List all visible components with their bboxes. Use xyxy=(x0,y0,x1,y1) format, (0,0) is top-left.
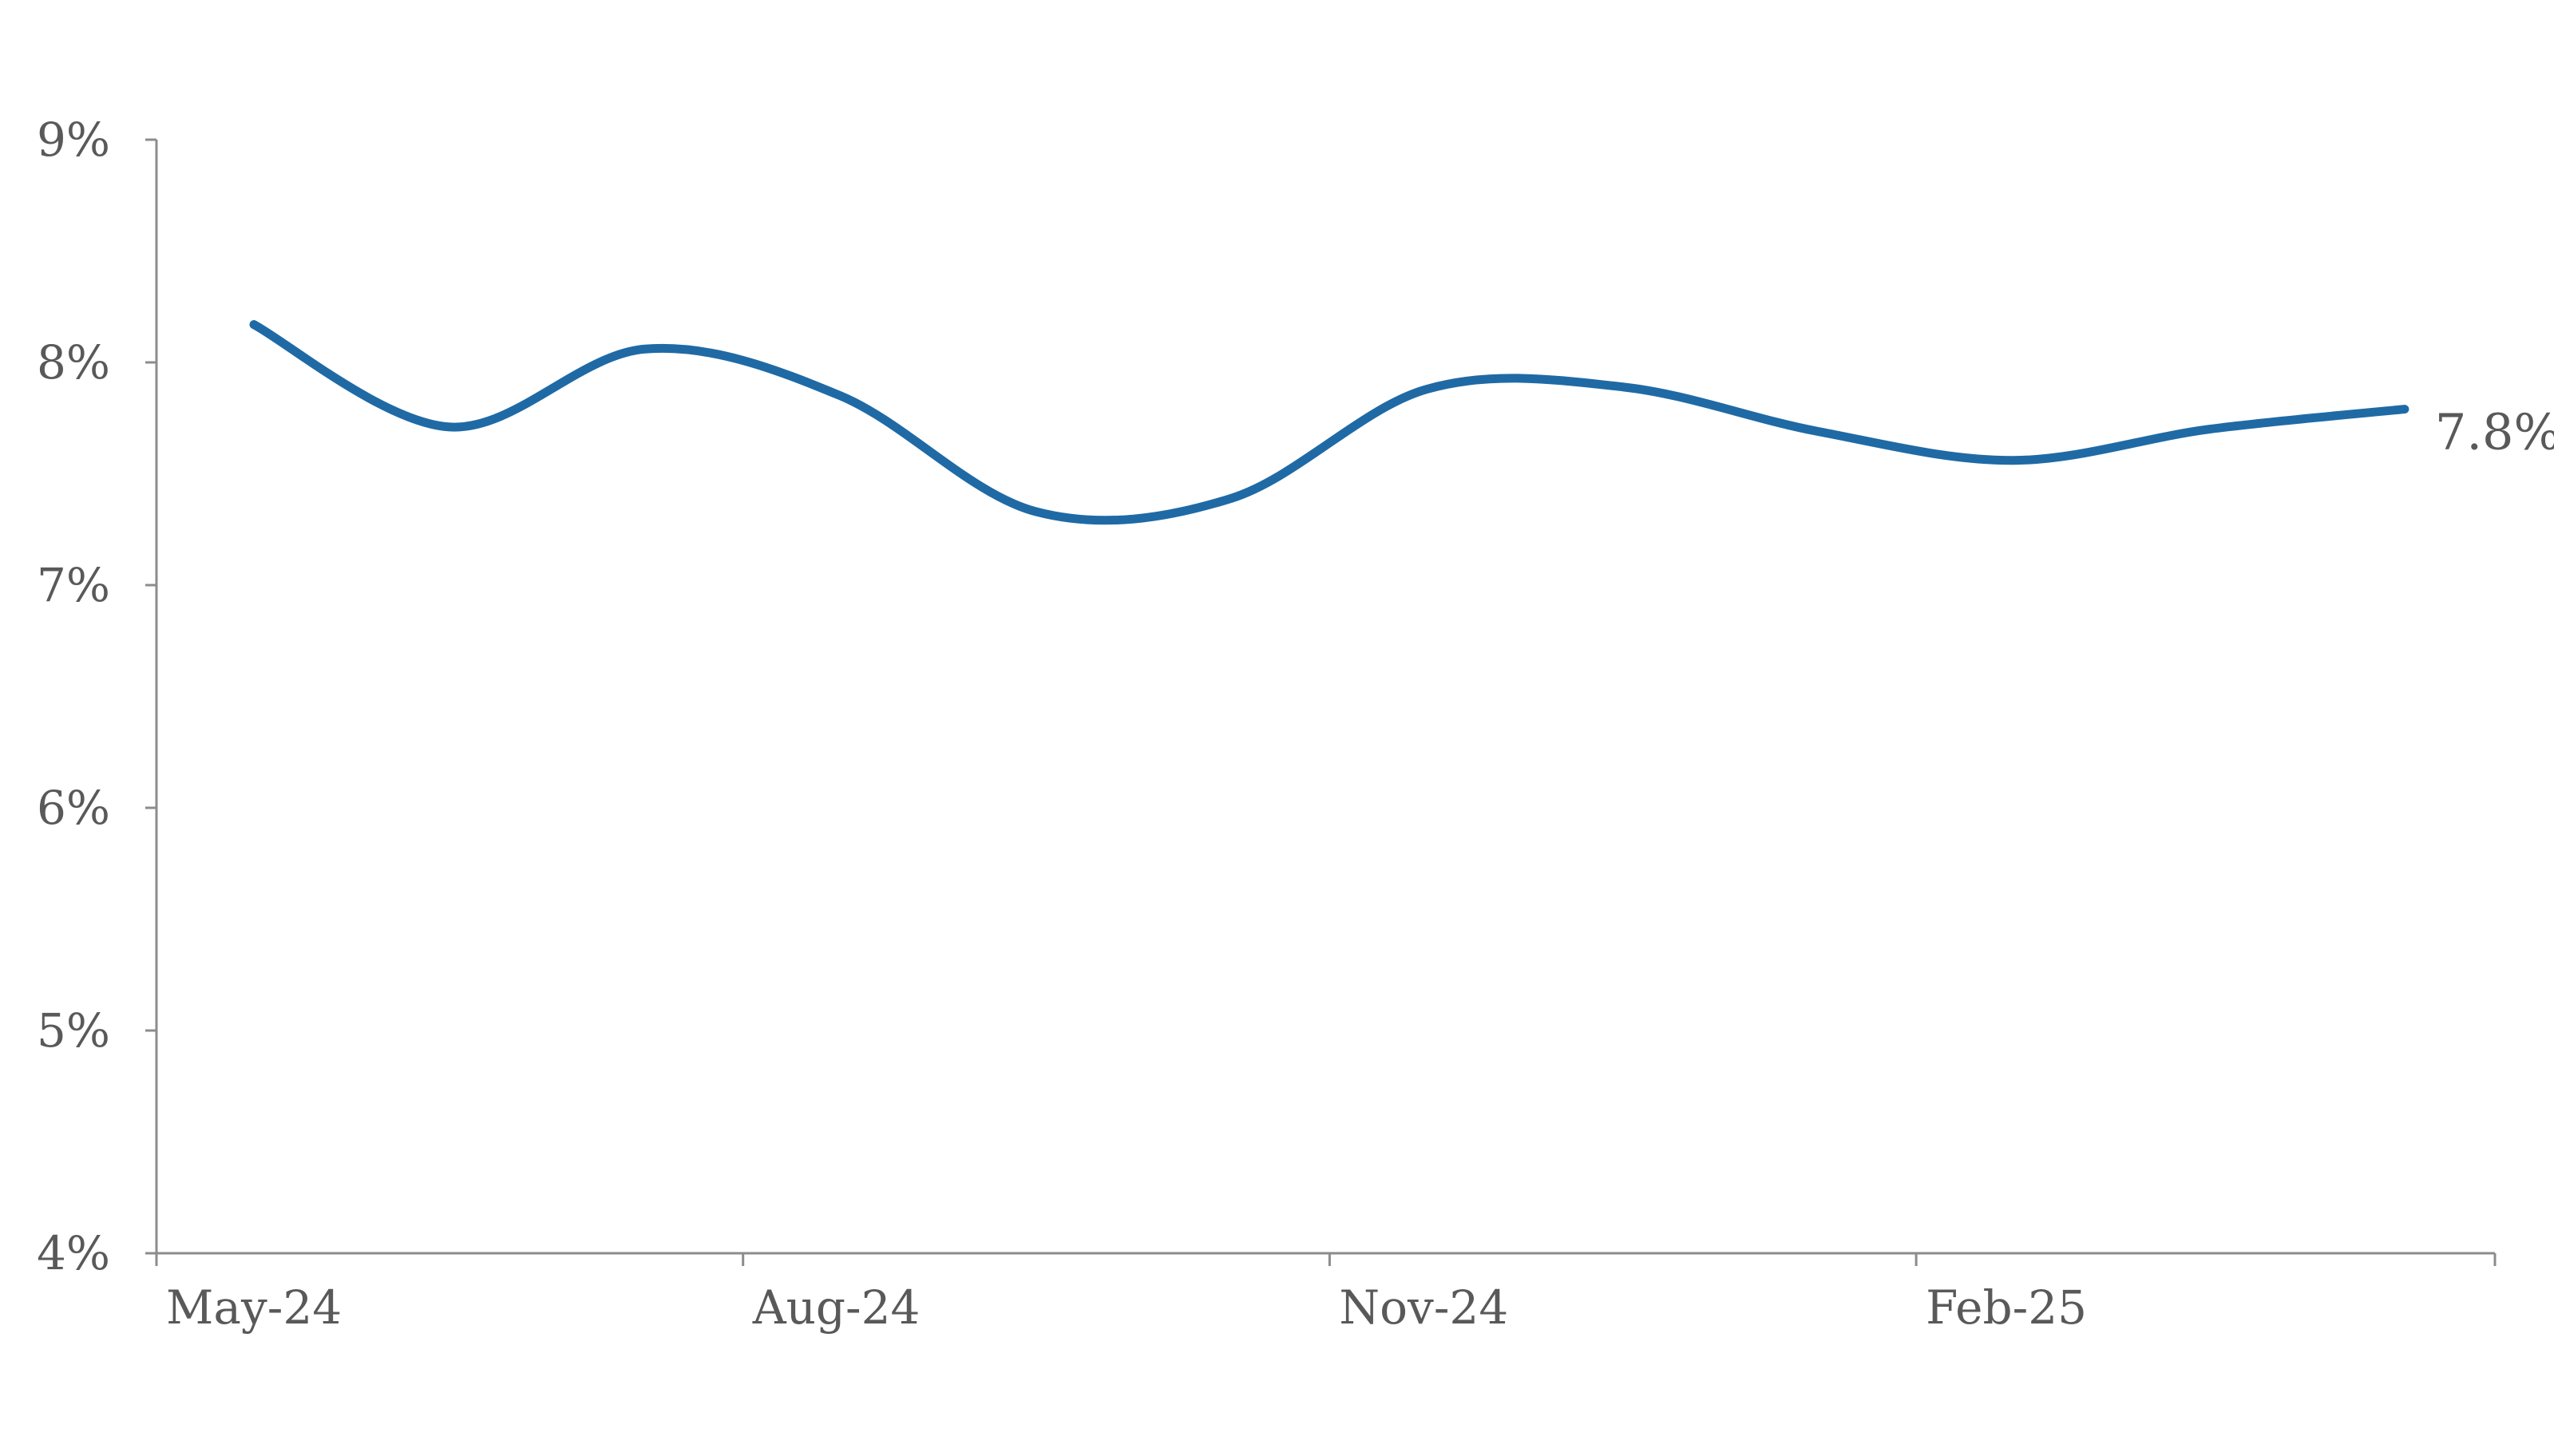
x-tick-label: Feb-25 xyxy=(1926,1280,2087,1335)
y-axis: 4% 5% 6% 7% 8% 9% xyxy=(37,113,158,1280)
x-axis: May-24 Aug-24 Nov-24 Feb-25 xyxy=(155,1252,2497,1335)
y-tick-label: 7% xyxy=(37,558,110,612)
x-tick-label: May-24 xyxy=(166,1280,342,1335)
series-layer xyxy=(249,320,2409,525)
end-value-label: 7.8% xyxy=(2435,403,2554,461)
y-tick-label: 8% xyxy=(37,335,110,390)
x-tick-label: Nov-24 xyxy=(1339,1280,1508,1335)
y-tick-label: 6% xyxy=(37,781,110,835)
y-tick-label: 9% xyxy=(37,113,110,167)
y-tick-label: 5% xyxy=(37,1003,110,1058)
y-tick-label: 4% xyxy=(37,1226,110,1280)
x-tick-label: Aug-24 xyxy=(752,1280,921,1335)
series-line xyxy=(249,320,2409,525)
